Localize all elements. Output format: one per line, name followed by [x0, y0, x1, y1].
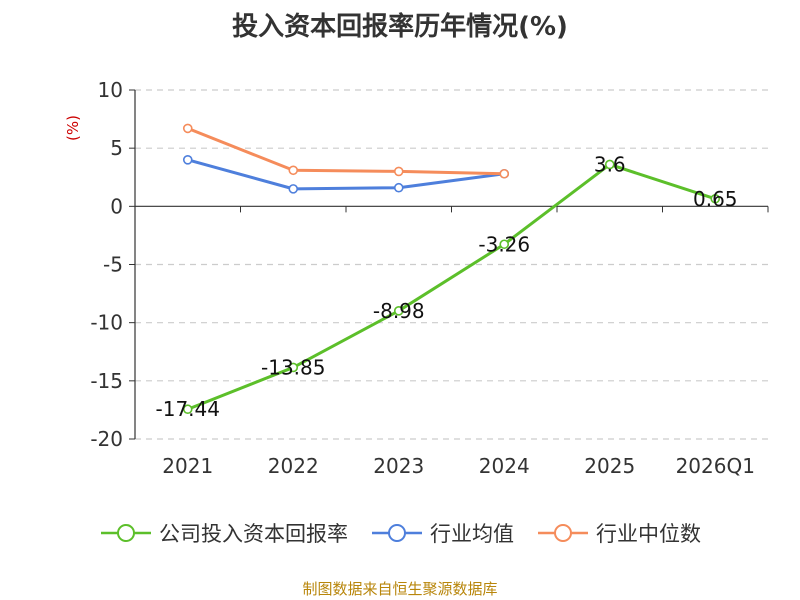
legend-swatch	[372, 524, 422, 542]
data-point	[182, 155, 193, 165]
source-note: 制图数据来自恒生聚源数据库	[302, 580, 498, 598]
legend-marker	[117, 524, 135, 542]
y-tick-label: -5	[103, 253, 123, 277]
data-label: -17.44	[156, 397, 220, 421]
y-tick-label: -20	[90, 427, 123, 451]
x-tick-label: 2023	[373, 454, 424, 478]
data-point	[182, 123, 193, 134]
series-lines	[182, 123, 721, 415]
series-line	[187, 162, 716, 411]
series-line	[187, 158, 505, 191]
legend-label: 行业中位数	[596, 522, 701, 546]
chart-title: 投入资本回报率历年情况(%)	[232, 12, 568, 42]
data-point	[393, 166, 404, 177]
y-tick-label: 10	[98, 78, 123, 102]
legend-item[interactable]: 行业均值	[370, 518, 514, 548]
legend-label: 行业均值	[430, 522, 514, 546]
x-tick-label: 2025	[584, 454, 635, 478]
legend-item[interactable]: 行业中位数	[536, 518, 701, 548]
data-label: -3.26	[478, 232, 530, 256]
legend: 公司投入资本回报率 行业均值 行业中位数	[0, 518, 800, 548]
y-tick-label: -10	[90, 311, 123, 335]
data-label: -8.98	[373, 299, 425, 323]
legend-swatch	[538, 524, 588, 542]
data-label: 3.6	[594, 152, 626, 176]
data-labels: -17.44 -13.85 -8.98 -3.26 3.6 0.65	[156, 152, 738, 421]
legend-swatch	[101, 524, 151, 542]
data-point	[710, 193, 721, 204]
data-point	[499, 239, 510, 250]
x-tick-label: 2022	[268, 454, 319, 478]
data-point	[288, 184, 299, 194]
grid-lines	[135, 89, 768, 440]
x-tick-label: 2021	[162, 454, 213, 478]
legend-marker	[554, 524, 572, 542]
y-tick-label: 5	[110, 136, 123, 160]
data-label: -13.85	[261, 355, 325, 379]
data-point	[604, 159, 615, 170]
x-tick-label: 2024	[479, 454, 530, 478]
legend-label: 公司投入资本回报率	[159, 522, 348, 546]
data-point	[288, 362, 299, 373]
data-point	[182, 404, 193, 415]
data-point	[393, 182, 404, 193]
data-point	[499, 168, 510, 179]
x-tick-label: 2026Q1	[676, 454, 755, 478]
y-tick-label: -15	[90, 369, 123, 393]
data-point	[393, 306, 404, 316]
y-axis-unit-label: (%)	[64, 115, 82, 141]
data-point	[288, 165, 299, 176]
legend-marker	[388, 524, 406, 542]
y-tick-label: 0	[110, 194, 123, 218]
series-line	[187, 126, 505, 176]
axes: 10 5 0 -5 -10 -15 -20 2021 2022 2023 2024 2025 2026Q…	[90, 78, 769, 478]
data-label: 0.65	[693, 187, 738, 211]
legend-item[interactable]: 公司投入资本回报率	[99, 518, 348, 548]
